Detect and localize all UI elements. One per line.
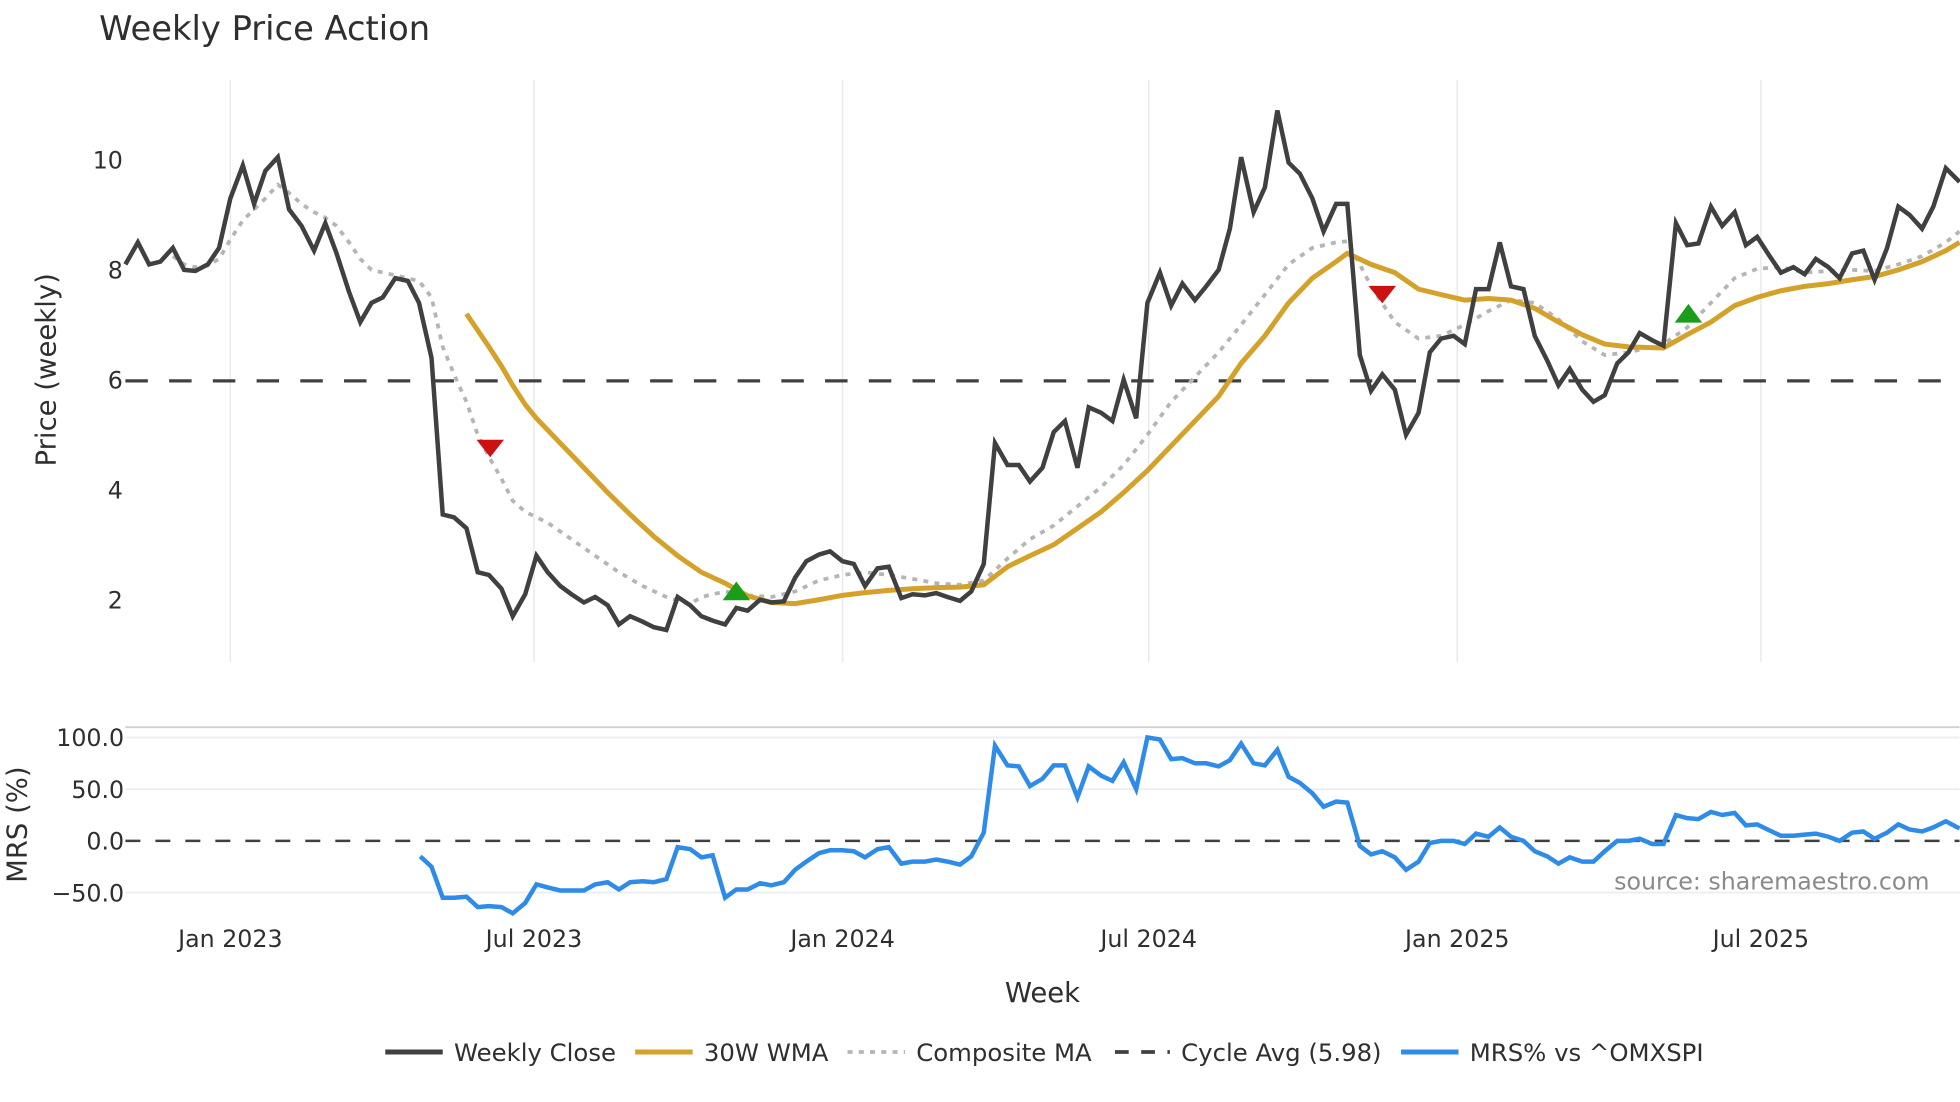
x-tick-label: Jul 2023 bbox=[484, 925, 583, 953]
x-tick-label: Jul 2025 bbox=[1711, 925, 1810, 953]
sell-signal-icon bbox=[476, 439, 504, 458]
legend-label: Cycle Avg (5.98) bbox=[1181, 1038, 1381, 1067]
legend-item: Weekly Close bbox=[385, 1038, 616, 1067]
mrs-y-ticks: 100.0 50.0 0.0 −50.0 bbox=[51, 724, 124, 907]
price-gridlines bbox=[229, 79, 1762, 663]
weekly-close-line bbox=[123, 109, 1960, 633]
mrs-y-tick: −50.0 bbox=[51, 879, 124, 907]
legend-label: Composite MA bbox=[916, 1038, 1092, 1067]
mrs-y-axis-label: MRS (%) bbox=[2, 766, 34, 883]
mrs-gridlines bbox=[125, 736, 1960, 894]
x-tick-label: Jan 2024 bbox=[788, 925, 894, 953]
buy-signal-icon bbox=[1674, 303, 1703, 323]
composite-ma-line bbox=[171, 182, 1960, 607]
legend-item: Cycle Avg (5.98) bbox=[1114, 1038, 1382, 1067]
mrs-y-tick: 50.0 bbox=[71, 776, 124, 804]
wma-30w-line bbox=[464, 240, 1960, 607]
legend-label: 30W WMA bbox=[704, 1038, 829, 1067]
source-annotation: source: sharemaestro.com bbox=[1614, 868, 1929, 896]
legend-label: MRS% vs ^OMXSPI bbox=[1470, 1038, 1704, 1067]
legend-item: Composite MA bbox=[847, 1038, 1092, 1067]
price-y-axis-label: Price (weekly) bbox=[30, 273, 62, 466]
legend-label: Weekly Close bbox=[454, 1038, 616, 1067]
mrs-line bbox=[418, 734, 1960, 917]
x-axis-ticks: Jan 2023 Jul 2023 Jan 2024 Jul 2024 Jan 2025… bbox=[176, 925, 1809, 953]
signal-markers bbox=[476, 285, 1703, 601]
mrs-panel: 100.0 50.0 0.0 −50.0 MRS (%) source: sharem… bbox=[2, 724, 1960, 917]
x-tick-label: Jan 2023 bbox=[176, 925, 282, 953]
legend-item: 30W WMA bbox=[635, 1038, 829, 1067]
sell-signal-icon bbox=[1368, 285, 1397, 304]
price-y-ticks: 2 4 6 8 10 bbox=[93, 147, 123, 615]
price-y-tick: 10 bbox=[93, 147, 123, 175]
mrs-y-tick: 0.0 bbox=[86, 828, 124, 856]
price-y-tick: 4 bbox=[108, 477, 123, 505]
mrs-y-tick: 100.0 bbox=[56, 724, 124, 752]
chart-title: Weekly Price Action bbox=[99, 9, 430, 48]
x-tick-label: Jul 2024 bbox=[1098, 925, 1197, 953]
price-panel: 2 4 6 8 10 Price (weekly) bbox=[30, 79, 1960, 663]
buy-signal-icon bbox=[722, 581, 751, 601]
price-y-tick: 2 bbox=[108, 586, 123, 614]
x-axis-label: Week bbox=[1005, 977, 1080, 1009]
legend: Weekly Close 30W WMA Composite MA Cycle Avg… bbox=[385, 1038, 1704, 1067]
legend-item: MRS% vs ^OMXSPI bbox=[1401, 1038, 1704, 1067]
price-y-tick: 6 bbox=[108, 367, 123, 395]
price-y-tick: 8 bbox=[108, 257, 123, 285]
x-tick-label: Jan 2025 bbox=[1403, 925, 1509, 953]
